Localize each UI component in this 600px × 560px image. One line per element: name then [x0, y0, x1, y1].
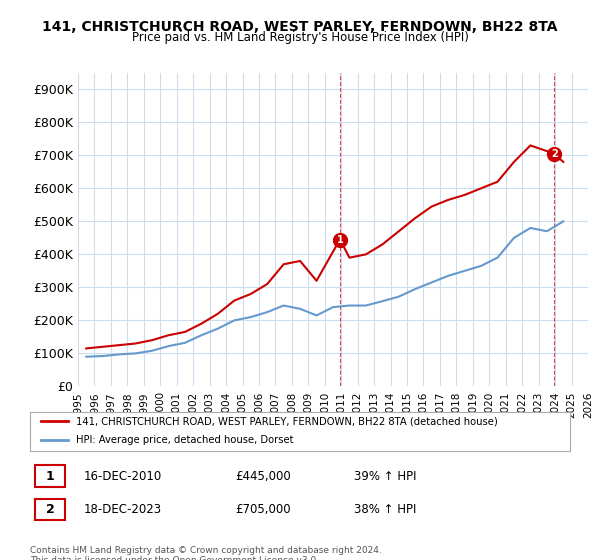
Text: 141, CHRISTCHURCH ROAD, WEST PARLEY, FERNDOWN, BH22 8TA (detached house): 141, CHRISTCHURCH ROAD, WEST PARLEY, FER… [76, 417, 497, 426]
Text: 1: 1 [46, 469, 55, 483]
Text: 16-DEC-2010: 16-DEC-2010 [84, 469, 162, 483]
Text: Contains HM Land Registry data © Crown copyright and database right 2024.
This d: Contains HM Land Registry data © Crown c… [30, 546, 382, 560]
FancyBboxPatch shape [35, 499, 65, 520]
Text: 18-DEC-2023: 18-DEC-2023 [84, 503, 162, 516]
Text: 38% ↑ HPI: 38% ↑ HPI [354, 503, 416, 516]
Text: 1: 1 [337, 235, 343, 245]
Text: £705,000: £705,000 [235, 503, 291, 516]
Text: HPI: Average price, detached house, Dorset: HPI: Average price, detached house, Dors… [76, 435, 293, 445]
Text: £445,000: £445,000 [235, 469, 291, 483]
Text: 2: 2 [551, 148, 557, 158]
Text: 2: 2 [46, 503, 55, 516]
FancyBboxPatch shape [35, 465, 65, 487]
Text: 39% ↑ HPI: 39% ↑ HPI [354, 469, 416, 483]
Text: Price paid vs. HM Land Registry's House Price Index (HPI): Price paid vs. HM Land Registry's House … [131, 31, 469, 44]
Text: 141, CHRISTCHURCH ROAD, WEST PARLEY, FERNDOWN, BH22 8TA: 141, CHRISTCHURCH ROAD, WEST PARLEY, FER… [42, 20, 558, 34]
